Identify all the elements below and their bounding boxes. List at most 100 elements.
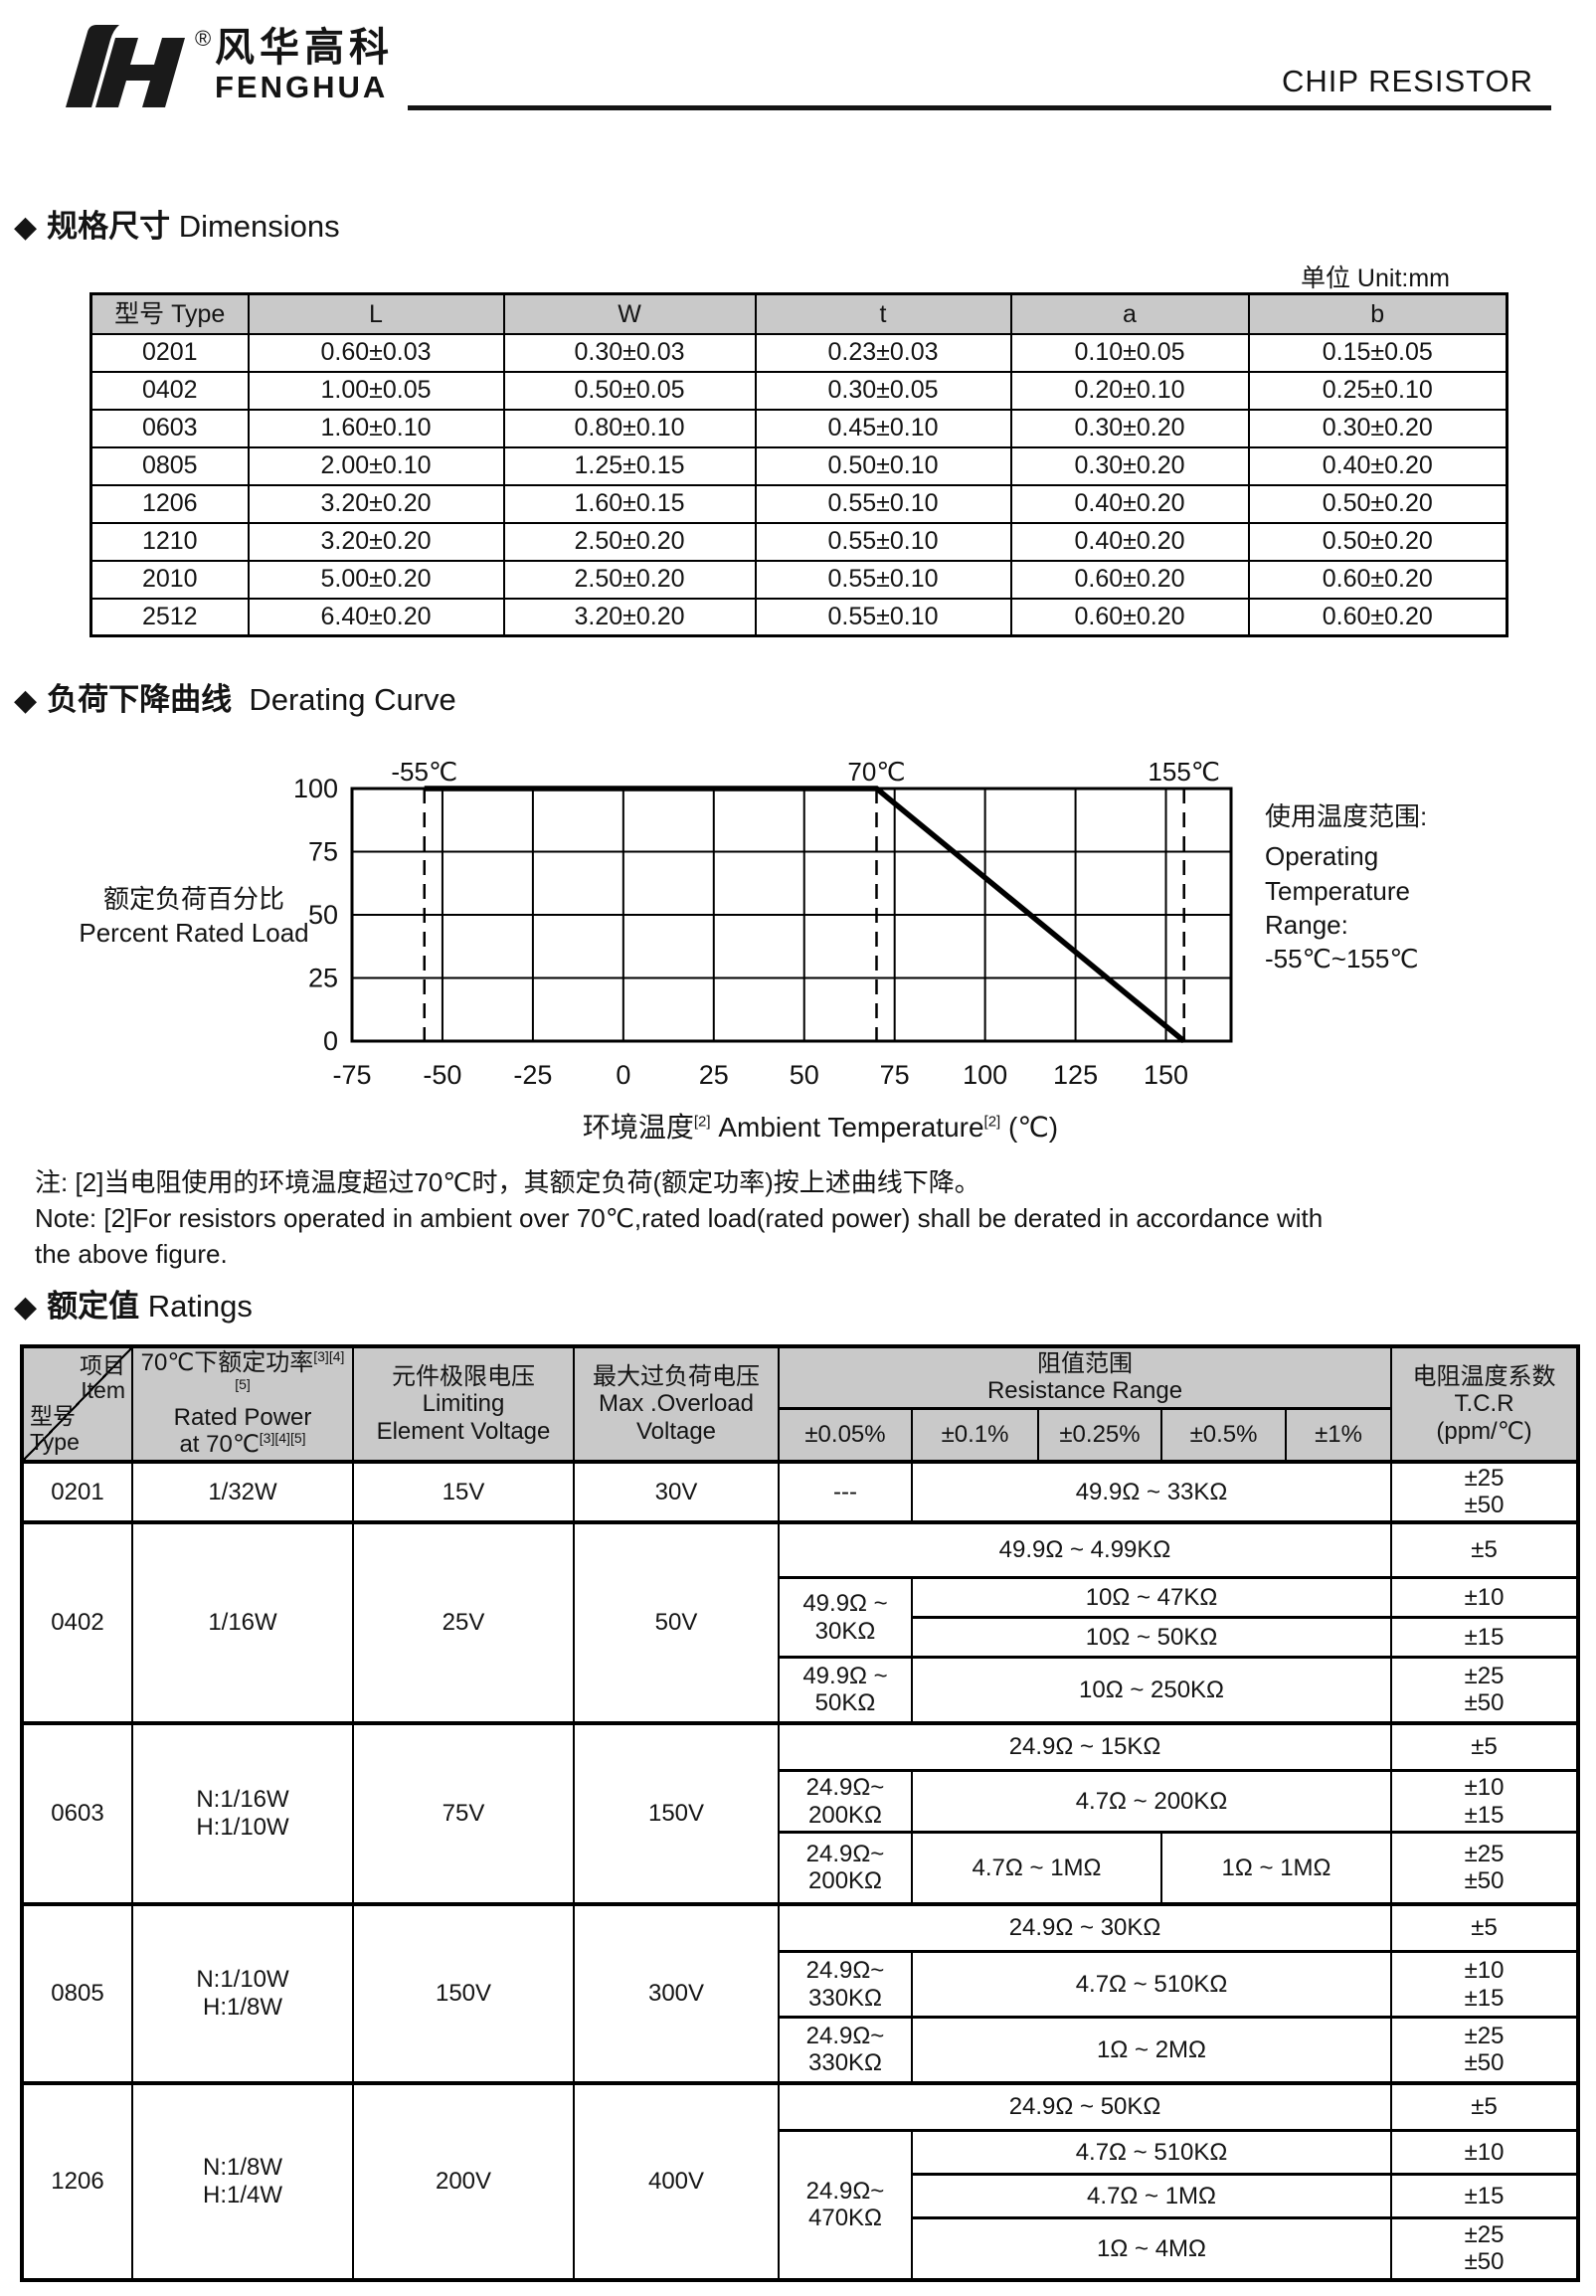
ratings-cell: N:1/8W H:1/4W	[131, 2080, 354, 2281]
footnotes: 注: [2]当电阻使用的环境温度超过70℃时，其额定负荷(额定功率)按上述曲线下…	[35, 1165, 1566, 1273]
ratings-cell: 10Ω ~ 50KΩ	[910, 1616, 1393, 1659]
dimensions-cell: 0.30±0.03	[502, 332, 757, 373]
ratings-cell: 49.9Ω ~ 4.99KΩ	[777, 1519, 1393, 1579]
side-note-line: 使用温度范围:	[1265, 801, 1428, 831]
dimensions-cell: 1210	[89, 521, 250, 562]
y-tick-label: 75	[308, 837, 338, 867]
dimensions-cell: 2.50±0.20	[502, 559, 757, 600]
ratings-header-cell: ±0.25%	[1037, 1406, 1162, 1463]
ratings-cell: 49.9Ω ~50KΩ	[778, 1656, 913, 1724]
dimensions-cell: 0603	[89, 408, 250, 448]
ratings-cell: 50V	[573, 1519, 780, 1724]
x-tick-label: 50	[790, 1060, 819, 1090]
ratings-cell: ---	[778, 1460, 913, 1523]
x-tick-label: 0	[616, 1060, 630, 1090]
dimensions-cell: 0.40±0.20	[1247, 445, 1508, 486]
x-tick-label: -50	[423, 1060, 461, 1090]
dimensions-cell: 0.55±0.10	[754, 559, 1012, 600]
ratings-cell: 0201	[21, 1460, 133, 1523]
dimensions-cell: 0.15±0.05	[1247, 332, 1508, 373]
x-tick-label: -75	[332, 1060, 371, 1090]
ratings-cell: 30V	[573, 1460, 780, 1523]
ratings-cell: 1/32W	[131, 1460, 354, 1523]
ratings-cell: 15V	[352, 1460, 575, 1523]
ratings-cell: 0805	[21, 1901, 133, 2084]
ratings-cell: ±10 ±15	[1390, 1950, 1580, 2019]
ratings-cell: ±25 ±50	[1390, 1460, 1580, 1523]
dimensions-cell: 0.30±0.20	[1009, 408, 1250, 448]
corner-label-item: 项目 Item	[80, 1352, 125, 1404]
ratings-cell: 49.9Ω ~ 33KΩ	[910, 1460, 1393, 1523]
dimensions-cell: 0.50±0.05	[502, 370, 757, 411]
ratings-cell: 75V	[352, 1720, 575, 1905]
ratings-header-cell: 元件极限电压 Limiting Element Voltage	[352, 1344, 575, 1463]
ratings-cell: 24.9Ω~ 200KΩ	[778, 1831, 913, 1905]
y-tick-label: 25	[308, 964, 338, 993]
y-tick-label: 0	[323, 1026, 338, 1056]
ratings-cell: 4.7Ω ~ 510KΩ	[910, 2129, 1393, 2176]
y-axis-title-en: Percent Rated Load	[79, 917, 309, 948]
section-title-ratings: ◆ 额定值 Ratings	[14, 1281, 253, 1325]
ratings-cell: ±25 ±50	[1390, 1656, 1580, 1724]
ratings-cell: ±10 ±15	[1390, 1769, 1580, 1834]
dimensions-cell: 0402	[89, 370, 250, 411]
ratings-cell: ±25 ±50	[1390, 1831, 1580, 1905]
dimensions-cell: 0805	[89, 445, 250, 486]
brand-name-en: FENGHUA	[215, 70, 389, 104]
ratings-cell: 24.9Ω ~ 15KΩ	[777, 1720, 1393, 1772]
dimensions-cell: 0.60±0.20	[1247, 559, 1508, 600]
side-note-line: Range:	[1265, 909, 1348, 940]
dimensions-cell: 0.80±0.10	[502, 408, 757, 448]
diamond-icon: ◆	[14, 211, 38, 244]
ratings-header-cell: ±0.1%	[911, 1406, 1039, 1463]
dimensions-cell: 2512	[89, 597, 250, 637]
ratings-header-cell: 最大过负荷电压 Max .Overload Voltage	[573, 1344, 780, 1463]
unit-label: 单位 Unit:mm	[1300, 265, 1450, 292]
derating-curve	[424, 786, 1186, 1044]
dimensions-cell: 0.50±0.20	[1247, 521, 1508, 562]
reference-label: 70℃	[847, 757, 905, 787]
dimensions-cell: 3.20±0.20	[502, 597, 757, 637]
dimensions-cell: 0.25±0.10	[1247, 370, 1508, 411]
ratings-header-cell: 电阻温度系数 T.C.R (ppm/℃)	[1390, 1344, 1580, 1463]
section-title-derating-en: Derating Curve	[249, 682, 456, 717]
dimensions-cell: 0.60±0.20	[1009, 559, 1250, 600]
dimensions-cell: 0.55±0.10	[754, 521, 1012, 562]
dimensions-cell: 0.40±0.20	[1009, 483, 1250, 524]
dimensions-cell: 0.30±0.20	[1247, 408, 1508, 448]
x-tick-label: 125	[1053, 1060, 1098, 1090]
dimensions-header-cell: 型号 Type	[89, 292, 250, 335]
ratings-cell: 4.7Ω ~ 1MΩ	[911, 1831, 1162, 1905]
ratings-header-cell: ±0.05%	[778, 1406, 913, 1463]
dimensions-cell: 0.23±0.03	[754, 332, 1012, 373]
dimensions-cell: 1.25±0.15	[502, 445, 757, 486]
ratings-cell: 0603	[21, 1720, 133, 1905]
ratings-header-cell: 阻值范围 Resistance Range	[777, 1344, 1393, 1409]
ratings-cell: 24.9Ω~ 200KΩ	[778, 1769, 913, 1834]
dimensions-cell: 0.30±0.20	[1009, 445, 1250, 486]
dimensions-cell: 3.20±0.20	[247, 521, 505, 562]
note-line-en-1: Note: [2]For resistors operated in ambie…	[35, 1202, 1324, 1233]
dimensions-cell: 6.40±0.20	[247, 597, 505, 637]
corner-label-type: 型号 Type	[30, 1403, 80, 1455]
section-title-dimensions-en: Dimensions	[178, 209, 340, 244]
ratings-cell: ±25 ±50	[1390, 2016, 1580, 2084]
x-tick-label: 75	[880, 1060, 910, 1090]
dimensions-cell: 0201	[89, 332, 250, 373]
ratings-cell: ±15	[1390, 1616, 1580, 1659]
ratings-header-cell: ±0.5%	[1160, 1406, 1287, 1463]
section-title-derating-cn: 负荷下降曲线	[47, 682, 233, 717]
side-note-line: Temperature	[1265, 875, 1410, 906]
ratings-cell: 10Ω ~ 47KΩ	[910, 1576, 1393, 1619]
ratings-cell: 1Ω ~ 1MΩ	[1159, 1831, 1393, 1905]
note-line-cn: 注: [2]当电阻使用的环境温度超过70℃时，其额定负荷(额定功率)按上述曲线下…	[35, 1167, 980, 1197]
dimensions-cell: 0.50±0.20	[1247, 483, 1508, 524]
dimensions-cell: 1206	[89, 483, 250, 524]
brand-name-cn: 风华高科	[215, 26, 394, 70]
dimensions-cell: 2010	[89, 559, 250, 600]
ratings-cell: ±5	[1390, 1519, 1580, 1579]
y-axis-title: 额定负荷百分比 Percent Rated Load	[45, 883, 343, 951]
ratings-cell: N:1/16W H:1/10W	[131, 1720, 354, 1905]
ratings-cell: ±15	[1390, 2173, 1580, 2219]
